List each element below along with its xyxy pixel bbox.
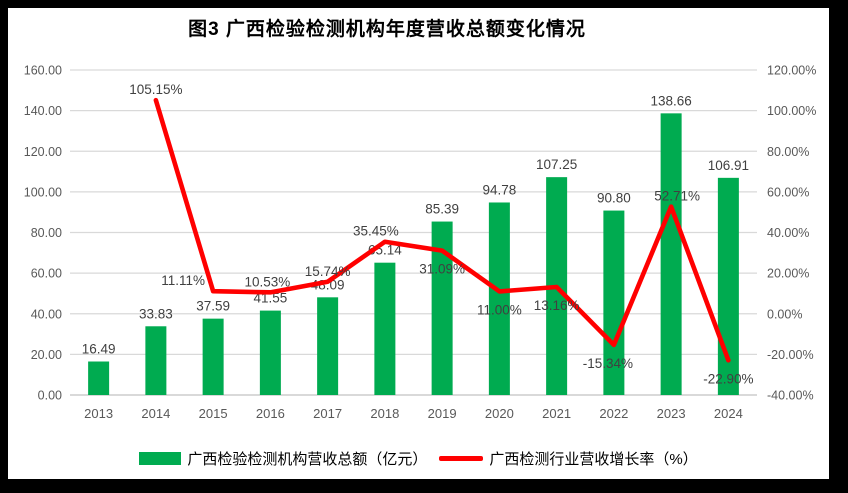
bar-value-label: 107.25	[536, 157, 577, 172]
line-value-label: -15.34%	[583, 356, 633, 371]
right-axis-tick: -20.00%	[767, 348, 814, 362]
line-series-swatch-icon	[439, 456, 484, 461]
x-axis-label: 2016	[256, 406, 285, 421]
left-axis-tick: 120.00	[24, 145, 62, 159]
bar-2015	[202, 318, 224, 395]
line-value-label: 35.45%	[353, 224, 399, 239]
right-axis-tick: 40.00%	[767, 226, 809, 240]
bar-value-label: 90.80	[597, 191, 631, 206]
x-axis-label: 2019	[428, 406, 457, 421]
line-value-label: 52.71%	[654, 189, 700, 204]
left-axis-tick: 40.00	[31, 307, 62, 321]
line-value-label: 15.74%	[305, 264, 351, 279]
left-axis-tick: 160.00	[24, 64, 62, 78]
x-axis-label: 2020	[485, 406, 514, 421]
bar-value-label: 106.91	[708, 158, 749, 173]
bar-2023	[660, 113, 682, 396]
bar-2018	[374, 262, 396, 395]
bar-2022	[603, 210, 625, 395]
chart-window: 图3 广西检验检测机构年度营收总额变化情况 160.00 140.00 120.00…	[8, 8, 829, 479]
right-axis-tick: 100.00%	[767, 104, 816, 118]
x-axis-label: 2022	[599, 406, 628, 421]
x-axis-label: 2021	[542, 406, 571, 421]
line-value-label: 10.53%	[244, 274, 290, 289]
bar-2013	[88, 361, 110, 395]
line-value-label: -22.90%	[703, 371, 753, 386]
bar-2020	[488, 202, 510, 395]
x-axis-label: 2013	[84, 406, 113, 421]
plot-area: 160.00 140.00 120.00 100.00 80.00 60.00 40.00 2…	[24, 64, 817, 422]
line-value-label: 105.15%	[129, 82, 182, 97]
line-series-label: 广西检测行业营收增长率（%）	[489, 451, 698, 468]
bar-series-label: 广西检验检测机构营收总额（亿元）	[187, 451, 428, 468]
x-axis-label: 2015	[199, 406, 228, 421]
right-axis-tick: 60.00%	[767, 185, 809, 199]
left-axis-tick: 140.00	[24, 104, 62, 118]
bar-2019	[431, 221, 453, 395]
x-axis-label: 2023	[657, 406, 686, 421]
growth-rate-line	[153, 97, 731, 363]
bar-value-label: 37.59	[196, 299, 230, 314]
bar-value-label: 94.78	[482, 182, 516, 197]
legend-item-line: 广西检测行业营收增长率（%）	[439, 448, 698, 469]
bar-value-label: 85.39	[425, 202, 459, 217]
x-axis-label: 2017	[313, 406, 342, 421]
right-axis-tick: 80.00%	[767, 145, 809, 159]
left-axis-tick: 100.00	[24, 185, 62, 199]
right-axis-tick: -40.00%	[767, 389, 814, 403]
left-axis-tick: 20.00	[31, 348, 62, 362]
chart-title: 图3 广西检验检测机构年度营收总额变化情况	[188, 19, 586, 40]
bar-series-swatch-icon	[139, 452, 182, 465]
x-axis-label: 2024	[714, 406, 743, 421]
left-axis-tick: 0.00	[38, 389, 62, 403]
bar-value-label: 138.66	[650, 93, 691, 108]
bar-2017	[317, 297, 339, 395]
legend-item-bars: 广西检验检测机构营收总额（亿元）	[139, 448, 427, 469]
legend: 广西检验检测机构营收总额（亿元） 广西检测行业营收增长率（%）	[8, 448, 829, 469]
line-value-label: 11.00%	[477, 302, 522, 317]
x-axis-label: 2014	[141, 406, 170, 421]
line-value-label: 13.16%	[534, 298, 580, 313]
right-axis-tick: 20.00%	[767, 267, 809, 281]
bar-2016	[259, 310, 281, 395]
line-value-label: 31.09%	[419, 262, 465, 277]
line-value-label: 11.11%	[161, 273, 205, 288]
bar-2014	[145, 326, 167, 395]
right-axis-tick: 120.00%	[767, 64, 816, 78]
left-axis-tick: 60.00	[31, 267, 62, 281]
left-axis-tick: 80.00	[31, 226, 62, 240]
bar-value-label: 33.83	[139, 306, 173, 321]
right-axis-tick: 0.00%	[767, 307, 802, 321]
bar-value-label: 16.49	[82, 342, 116, 357]
x-axis-label: 2018	[370, 406, 399, 421]
